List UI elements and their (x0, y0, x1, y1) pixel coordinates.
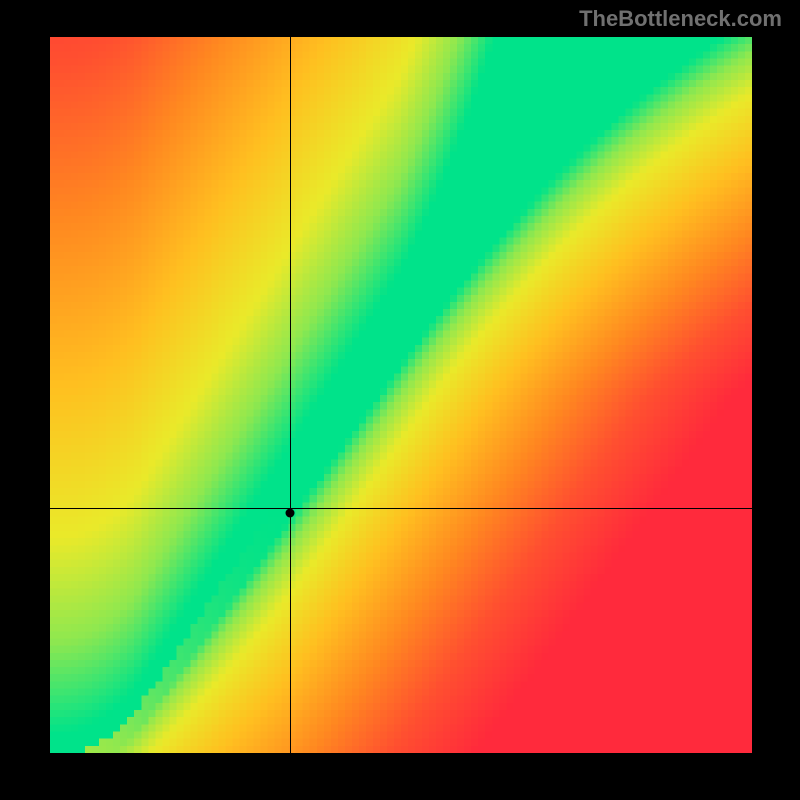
crosshair-vertical (290, 37, 291, 753)
selection-marker (286, 509, 295, 518)
attribution-text: TheBottleneck.com (579, 6, 782, 32)
crosshair-horizontal (50, 508, 752, 509)
bottleneck-heatmap (50, 37, 752, 753)
